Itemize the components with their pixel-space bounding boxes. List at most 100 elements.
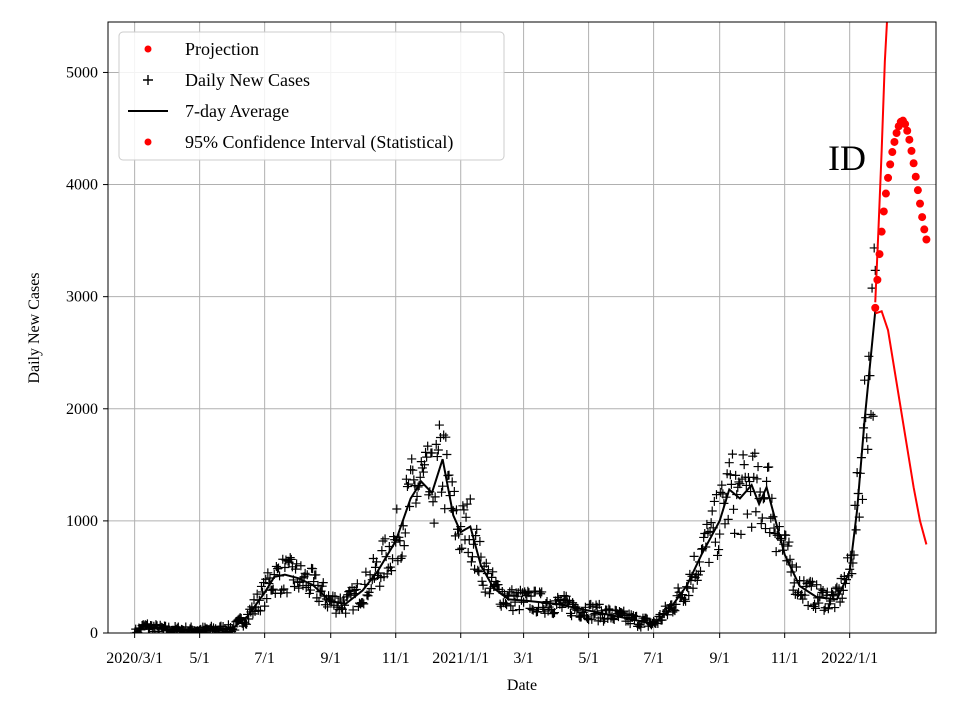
- daily-case-point: [673, 583, 683, 593]
- daily-case-point: [784, 537, 794, 547]
- daily-case-point: [429, 518, 439, 528]
- daily-case-point: [340, 600, 350, 610]
- daily-case-point: [706, 518, 716, 528]
- daily-case-point: [433, 445, 443, 455]
- projection-point: [879, 207, 888, 216]
- daily-case-point: [681, 596, 691, 606]
- daily-case-point: [868, 411, 878, 421]
- projection-layer: [871, 116, 931, 312]
- daily-case-point: [480, 587, 490, 597]
- daily-case-point: [537, 587, 547, 597]
- daily-case-point: [263, 568, 273, 578]
- daily-case-point: [514, 605, 524, 615]
- projection-point: [905, 135, 914, 144]
- daily-case-point: [277, 585, 287, 595]
- daily-case-point: [473, 565, 483, 575]
- x-tick-label: 7/1: [254, 650, 274, 667]
- daily-case-point: [704, 557, 714, 567]
- daily-case-point: [438, 481, 448, 491]
- daily-case-point: [699, 532, 709, 542]
- x-tick-label: 2022/1/1: [821, 650, 878, 667]
- daily-case-point: [806, 581, 816, 591]
- daily-case-point: [798, 594, 808, 604]
- daily-case-point: [431, 439, 441, 449]
- daily-case-point: [812, 580, 822, 590]
- y-tick-label: 0: [90, 625, 98, 642]
- daily-case-point: [447, 477, 457, 487]
- daily-case-point: [412, 491, 422, 501]
- legend-label: 7-day Average: [185, 101, 289, 121]
- daily-case-point: [586, 599, 596, 609]
- daily-case-point: [457, 543, 467, 553]
- daily-case-point: [415, 472, 425, 482]
- daily-case-point: [532, 607, 542, 617]
- daily-case-point: [256, 581, 266, 591]
- daily-case-point: [689, 551, 699, 561]
- daily-case-point: [434, 420, 444, 430]
- x-tick-label: 9/1: [320, 650, 340, 667]
- daily-case-point: [702, 519, 712, 529]
- projection-point: [888, 148, 897, 157]
- projection-point: [881, 189, 890, 198]
- y-tick-label: 5000: [66, 64, 98, 81]
- x-tick-label: 11/1: [771, 650, 799, 667]
- daily-case-point: [835, 597, 845, 607]
- daily-case-point: [375, 581, 385, 591]
- daily-case-point: [399, 541, 409, 551]
- daily-case-point: [493, 580, 503, 590]
- x-tick-label: 2020/3/1: [106, 650, 163, 667]
- daily-case-point: [851, 525, 861, 535]
- daily-case-point: [392, 504, 402, 514]
- daily-case-point: [341, 608, 351, 618]
- plot-frame: [107, 21, 937, 634]
- daily-case-point: [467, 552, 477, 562]
- daily-case-point: [466, 557, 476, 567]
- daily-case-point: [475, 536, 485, 546]
- daily-case-point: [756, 519, 766, 529]
- daily-case-point: [346, 590, 356, 600]
- daily-case-point: [604, 604, 614, 614]
- daily-case-point: [668, 607, 678, 617]
- projection-point: [913, 186, 922, 195]
- y-tick-label: 3000: [66, 289, 98, 306]
- daily-case-point: [380, 534, 390, 544]
- daily-case-point: [372, 557, 382, 567]
- daily-case-point: [709, 496, 719, 506]
- daily-case-point: [715, 529, 725, 539]
- daily-case-point: [550, 608, 560, 618]
- daily-case-point: [411, 498, 421, 508]
- daily-case-point: [484, 589, 494, 599]
- projection-point: [886, 160, 895, 169]
- daily-case-point: [423, 441, 433, 451]
- projection-point: [892, 128, 901, 137]
- daily-case-point: [800, 590, 810, 600]
- x-axis-label: Date: [507, 677, 537, 694]
- legend-label: Daily New Cases: [185, 70, 310, 90]
- daily-case-point: [314, 596, 324, 606]
- daily-case-point: [837, 593, 847, 603]
- daily-case-point: [760, 524, 770, 534]
- daily-case-point: [449, 486, 459, 496]
- daily-case-point: [857, 494, 867, 504]
- daily-case-point: [401, 474, 411, 484]
- projection-point: [909, 159, 918, 168]
- daily-case-point: [714, 545, 724, 555]
- daily-case-point: [370, 562, 380, 572]
- daily-case-point: [803, 601, 813, 611]
- daily-case-point: [632, 611, 642, 621]
- daily-case-point: [536, 589, 546, 599]
- projection-point: [922, 235, 931, 244]
- x-tick-label: 3/1: [513, 650, 533, 667]
- daily-case-point: [311, 570, 321, 580]
- legend-label: Projection: [185, 39, 259, 59]
- daily-case-point: [418, 467, 428, 477]
- daily-case-point: [252, 589, 262, 599]
- daily-case-point: [818, 585, 828, 595]
- daily-case-point: [771, 547, 781, 557]
- daily-case-point: [716, 487, 726, 497]
- x-tick-label: 2021/1/1: [432, 650, 489, 667]
- daily-case-point: [130, 628, 140, 633]
- daily-case-point: [262, 594, 272, 604]
- daily-case-point: [260, 601, 270, 611]
- daily-case-point: [669, 605, 679, 615]
